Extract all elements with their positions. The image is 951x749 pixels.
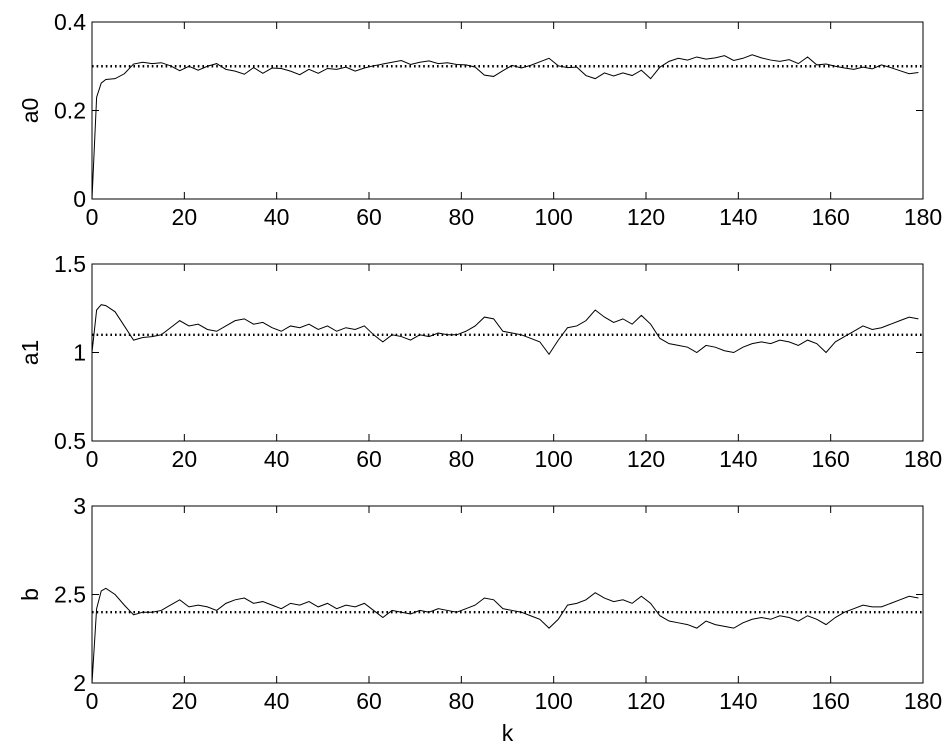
x-tick-label: 80 — [449, 688, 475, 714]
x-tick-label: 100 — [534, 204, 572, 230]
y-tick-label: 1.5 — [54, 251, 86, 277]
y-tick-label: 0.4 — [54, 9, 86, 35]
y-tick-label: 0.2 — [54, 98, 86, 124]
x-tick-label: 120 — [627, 204, 665, 230]
subplot-a1: 0 20 40 60 80 100 120 140 160 180 0.5 1 1.5 a1 — [17, 251, 942, 472]
y-tick-label: 2.5 — [54, 582, 86, 608]
x-tick-label: 60 — [356, 446, 382, 472]
plot-area — [91, 263, 924, 442]
plot-area — [91, 505, 924, 684]
y-axis-label: a0 — [17, 98, 43, 124]
subplot-a0: 0 20 40 60 80 100 120 140 160 180 0 0.2 0.4 a0 — [17, 9, 942, 230]
x-tick-label: 160 — [811, 688, 849, 714]
x-tick-label: 140 — [719, 204, 757, 230]
x-tick-label: 20 — [172, 204, 198, 230]
x-tick-label: 140 — [719, 688, 757, 714]
x-tick-label: 0 — [86, 688, 99, 714]
x-tick-label: 20 — [172, 688, 198, 714]
x-tick-label: 60 — [356, 204, 382, 230]
x-tick-label: 20 — [172, 446, 198, 472]
x-tick-label: 100 — [534, 446, 572, 472]
y-axis-label: a1 — [17, 340, 43, 366]
y-tick-label: 0.5 — [54, 428, 86, 454]
x-tick-label: 0 — [86, 204, 99, 230]
x-tick-label: 0 — [86, 446, 99, 472]
y-tick-label: 3 — [73, 493, 86, 519]
x-tick-label: 80 — [449, 204, 475, 230]
y-tick-label: 0 — [73, 186, 86, 212]
estimate-line — [91, 587, 919, 684]
plot-area — [91, 21, 924, 200]
x-tick-label: 120 — [627, 446, 665, 472]
x-tick-label: 40 — [264, 446, 290, 472]
x-axis-label: k — [502, 720, 514, 746]
x-tick-label: 160 — [811, 204, 849, 230]
subplot-b: 0 20 40 60 80 100 120 140 160 180 2 2.5 3 b k — [17, 493, 942, 746]
x-tick-label: 180 — [904, 688, 942, 714]
x-tick-label: 120 — [627, 688, 665, 714]
x-tick-label: 140 — [719, 446, 757, 472]
x-tick-label: 80 — [449, 446, 475, 472]
x-tick-label: 100 — [534, 688, 572, 714]
x-tick-label: 180 — [904, 204, 942, 230]
y-axis-label: b — [17, 588, 43, 601]
y-tick-label: 2 — [73, 670, 86, 696]
x-tick-label: 40 — [264, 204, 290, 230]
x-tick-label: 40 — [264, 688, 290, 714]
y-tick-label: 1 — [73, 340, 86, 366]
x-tick-label: 160 — [811, 446, 849, 472]
x-tick-label: 180 — [904, 446, 942, 472]
estimate-line — [91, 54, 919, 200]
x-tick-label: 60 — [356, 688, 382, 714]
estimate-line — [91, 304, 919, 356]
